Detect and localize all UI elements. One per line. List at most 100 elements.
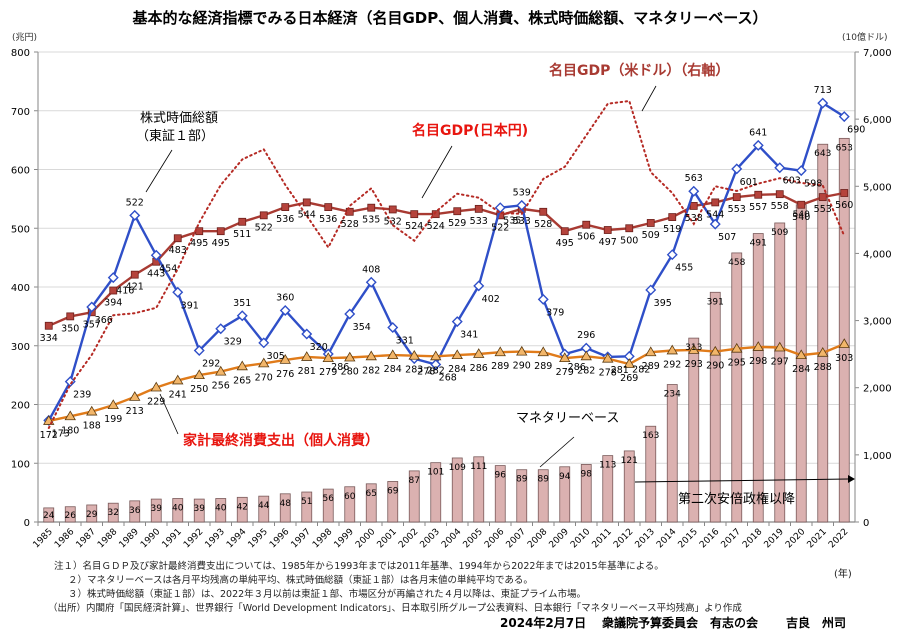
monetary-base-label: 313 bbox=[685, 343, 702, 353]
consumption-marker bbox=[709, 345, 721, 356]
consumption-label: 188 bbox=[83, 421, 101, 432]
x-tick-label: 2006 bbox=[483, 527, 506, 550]
x-tick-label: 2022 bbox=[827, 527, 850, 550]
stock-market-cap-marker bbox=[838, 111, 850, 123]
gdp-yen-marker bbox=[818, 193, 827, 202]
x-tick-label: 1987 bbox=[75, 527, 98, 550]
x-tick-label: 2020 bbox=[784, 527, 807, 550]
gdp-yen-marker bbox=[560, 227, 569, 236]
stock-market-cap-marker bbox=[258, 337, 270, 349]
stock-market-cap-marker bbox=[215, 323, 227, 335]
monetary-base-bar bbox=[150, 498, 162, 523]
consumption-label: 284 bbox=[792, 364, 810, 375]
monetary-base-bar bbox=[387, 481, 399, 523]
gdp-yen-marker bbox=[840, 189, 849, 197]
consumption-label: 256 bbox=[212, 381, 230, 392]
monetary-base-label: 96 bbox=[495, 471, 507, 481]
stock-market-cap-line bbox=[47, 101, 845, 421]
chart: 基本的な経済指標でみる日本経済（名目GDP、個人消費、株式時価総額、マネタリーベ… bbox=[11, 9, 892, 550]
stock-market-cap-label: 563 bbox=[685, 173, 703, 184]
gdp-yen-label: 524 bbox=[427, 221, 445, 232]
monetary-base-label: 111 bbox=[470, 462, 487, 472]
monetary-base-label: 24 bbox=[43, 511, 55, 521]
consumption-label: 289 bbox=[491, 361, 509, 372]
note-3: ３）株式時価総額（東証１部）は、2022年３月以前は東証１部、市場区分が再編され… bbox=[68, 589, 586, 600]
stock-market-cap-label: 603 bbox=[783, 176, 801, 187]
stock-market-cap-label: 296 bbox=[577, 330, 595, 341]
consumption-marker bbox=[752, 341, 764, 351]
stock-market-cap-label: 281 bbox=[611, 365, 629, 376]
consumption-label: 284 bbox=[448, 364, 466, 375]
monetary-base-label: 109 bbox=[449, 463, 466, 473]
annotations: 株式時価総額 （東証１部） 名目GDP(日本円) 名目GDP（米ドル）（右軸） … bbox=[136, 62, 855, 507]
gdp-yen-label: 528 bbox=[534, 219, 552, 230]
monetary-base-bar bbox=[236, 496, 248, 523]
gdp-yen-marker bbox=[302, 198, 311, 207]
monetary-base-label: 509 bbox=[771, 228, 788, 238]
gdp-yen-marker bbox=[582, 220, 591, 229]
consumption-marker bbox=[688, 344, 700, 354]
x-tick-label: 2018 bbox=[741, 527, 764, 550]
stock-market-cap-marker bbox=[473, 280, 485, 292]
gdp-yen-marker bbox=[388, 205, 397, 214]
consumption-label: 265 bbox=[233, 375, 251, 386]
gdp-yen-label: 名目GDP(日本円) bbox=[412, 122, 528, 139]
consumption-marker bbox=[838, 338, 850, 348]
right-axis-unit: (10億ドル) bbox=[842, 31, 887, 43]
gdp-yen-label: 519 bbox=[663, 224, 681, 235]
gdp-yen-label: 495 bbox=[556, 238, 574, 249]
consumption-marker bbox=[537, 346, 549, 357]
consumption-marker bbox=[795, 349, 807, 360]
stock-market-cap-marker bbox=[666, 249, 678, 261]
consumption-marker bbox=[64, 410, 76, 421]
consumption-marker bbox=[408, 349, 420, 360]
gdp-yen-label: 536 bbox=[276, 214, 294, 225]
consumption-label: 172 bbox=[40, 430, 58, 441]
gdp-yen-label: 522 bbox=[255, 222, 273, 233]
monetary-base-bar bbox=[731, 252, 743, 523]
gdp-yen-marker bbox=[732, 193, 741, 202]
monetary-base-bar bbox=[43, 507, 55, 523]
consumption-label: 279 bbox=[556, 367, 574, 378]
consumption-marker bbox=[473, 348, 485, 358]
monetary-base-label: 491 bbox=[750, 239, 767, 249]
gdp-yen-line bbox=[48, 191, 845, 327]
monetary-base-bar bbox=[623, 450, 635, 523]
left-axis-unit: (兆円) bbox=[12, 32, 37, 43]
consumption-marker bbox=[666, 344, 678, 355]
right-tick-label: 1,000 bbox=[863, 451, 892, 462]
consumption-marker bbox=[86, 405, 98, 416]
consumption-label: 282 bbox=[427, 365, 445, 376]
gdp-yen-marker bbox=[238, 217, 247, 226]
gdp-yen-label: 500 bbox=[620, 235, 638, 246]
consumption-marker bbox=[580, 350, 592, 361]
monetary-base-bar bbox=[666, 384, 678, 523]
monetary-base-bar bbox=[774, 222, 786, 523]
consumption-label: 280 bbox=[341, 367, 359, 378]
monetary-base-label: 89 bbox=[538, 475, 550, 485]
consumption-label: 282 bbox=[577, 365, 595, 376]
monetary-base-bar bbox=[602, 455, 614, 523]
left-tick-label: 100 bbox=[11, 459, 30, 470]
gdp-yen-label: 522 bbox=[491, 222, 509, 233]
footer-date: 2024年2月7日 bbox=[500, 616, 587, 630]
x-tick-label: 2001 bbox=[376, 527, 399, 550]
stock-market-cap-label: 329 bbox=[224, 337, 242, 348]
x-tick-label: 2014 bbox=[655, 527, 678, 550]
x-tick-label: 2011 bbox=[591, 527, 614, 550]
monetary-base-label: 51 bbox=[301, 497, 312, 507]
stock-market-cap-label: 454 bbox=[159, 263, 177, 274]
consumption-marker bbox=[301, 351, 313, 361]
x-tick-label: 2013 bbox=[634, 527, 657, 550]
gdp-yen-marker bbox=[775, 190, 784, 199]
gdp-yen-label: 557 bbox=[749, 202, 767, 213]
consumption-marker bbox=[731, 342, 743, 353]
gdp-yen-label: 511 bbox=[233, 229, 251, 240]
stock-market-cap-label: 690 bbox=[847, 125, 865, 136]
consumption-label: 250 bbox=[190, 384, 208, 395]
gdp-usd-line bbox=[47, 99, 846, 429]
stock-market-cap-label: 455 bbox=[675, 263, 693, 274]
stock-market-cap-marker bbox=[193, 344, 205, 356]
monetary-base-bar bbox=[688, 337, 700, 523]
gdp-yen-label: 350 bbox=[61, 323, 79, 334]
